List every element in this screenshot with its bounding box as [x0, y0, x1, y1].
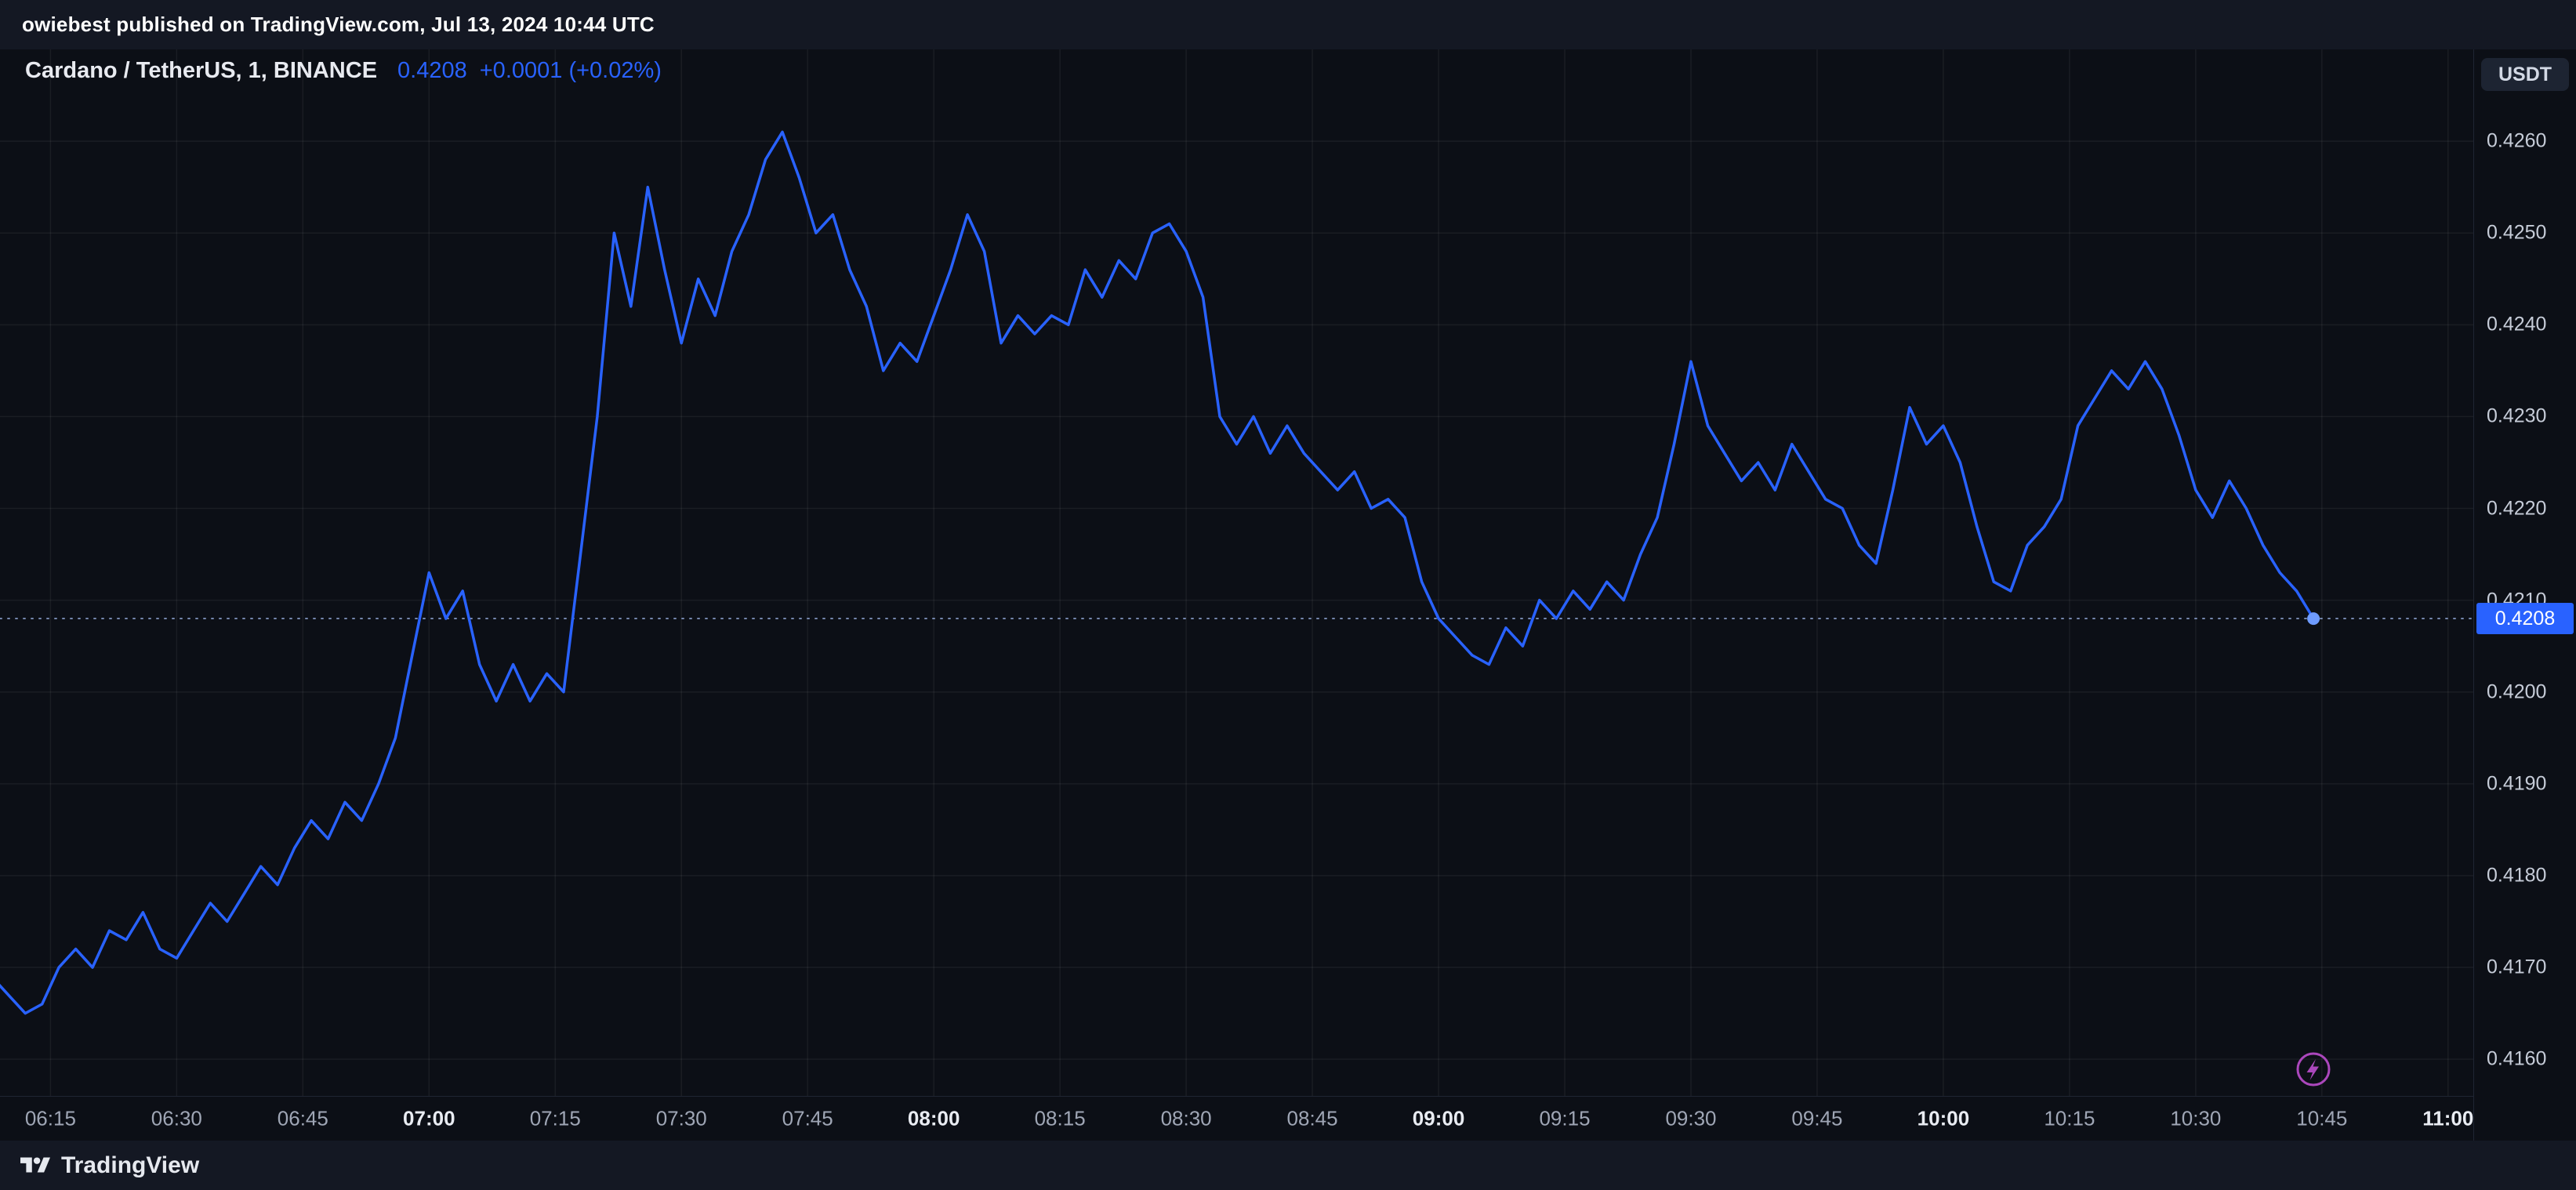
symbol-legend: Cardano / TetherUS, 1, BINANCE 0.4208 +0…	[25, 58, 662, 84]
time-tick-label: 08:00	[907, 1106, 960, 1130]
price-tick-label: 0.4180	[2487, 864, 2547, 887]
current-price-badge: 0.4208	[2476, 603, 2574, 635]
price-tick-label: 0.4170	[2487, 956, 2547, 978]
time-tick-label: 09:30	[1665, 1106, 1717, 1130]
time-tick-label: 08:30	[1160, 1106, 1212, 1130]
chart-grid	[0, 49, 2473, 1096]
time-tick-label: 09:45	[1791, 1106, 1843, 1130]
time-tick-label: 08:45	[1286, 1106, 1338, 1130]
time-tick-label: 09:00	[1412, 1106, 1465, 1130]
time-tick-label: 10:00	[1917, 1106, 1970, 1130]
time-scale[interactable]: 06:15 06:30 06:45 07:00 07:15 07:30 07:45 08:00…	[0, 1096, 2473, 1141]
time-tick-label: 10:30	[2170, 1106, 2222, 1130]
last-price-text: 0.4208	[397, 58, 467, 83]
time-tick-label: 11:00	[2422, 1106, 2473, 1130]
price-tick-label: 0.4160	[2487, 1047, 2547, 1070]
time-tick-label: 06:15	[24, 1106, 76, 1130]
attribution-bar: owiebest published on TradingView.com, J…	[0, 0, 2576, 49]
price-line-series	[0, 130, 2315, 1015]
time-tick-label: 10:15	[2044, 1106, 2095, 1130]
price-scale[interactable]: USDT 0.4208 0.4260 0.4250 0.4240 0.4230 0.42…	[2473, 49, 2576, 1141]
time-tick-label: 09:15	[1539, 1106, 1591, 1130]
time-tick-label: 06:30	[151, 1106, 202, 1130]
price-change-text: +0.0001 (+0.02%)	[479, 58, 662, 83]
time-tick-label: 07:00	[403, 1106, 455, 1130]
symbol-title: Cardano / TetherUS, 1, BINANCE	[25, 58, 378, 83]
price-tick-label: 0.4250	[2487, 221, 2547, 244]
chart-canvas[interactable]	[0, 49, 2473, 1096]
price-tick-label: 0.4200	[2487, 680, 2547, 703]
attribution-text: owiebest published on TradingView.com, J…	[22, 13, 655, 36]
price-tick-label: 0.4190	[2487, 772, 2547, 795]
price-tick-label: 0.4220	[2487, 497, 2547, 520]
time-tick-label: 07:30	[655, 1106, 707, 1130]
time-tick-label: 06:45	[277, 1106, 328, 1130]
flash-icon[interactable]	[2295, 1050, 2332, 1088]
time-tick-label: 10:45	[2296, 1106, 2348, 1130]
time-tick-label: 07:45	[782, 1106, 833, 1130]
price-tick-label: 0.4260	[2487, 129, 2547, 152]
time-tick-label: 08:15	[1034, 1106, 1086, 1130]
price-tick-label: 0.4230	[2487, 405, 2547, 427]
footer-bar: TradingView	[0, 1141, 2576, 1190]
currency-toggle-button[interactable]: USDT	[2481, 58, 2569, 91]
price-tick-label: 0.4240	[2487, 313, 2547, 336]
time-tick-label: 07:15	[529, 1106, 581, 1130]
tradingview-logo-icon	[20, 1156, 50, 1172]
tradingview-brand-link[interactable]: TradingView	[61, 1152, 200, 1178]
last-price-dot	[2307, 612, 2320, 626]
symbol-quote: 0.4208 +0.0001 (+0.02%)	[397, 58, 662, 84]
